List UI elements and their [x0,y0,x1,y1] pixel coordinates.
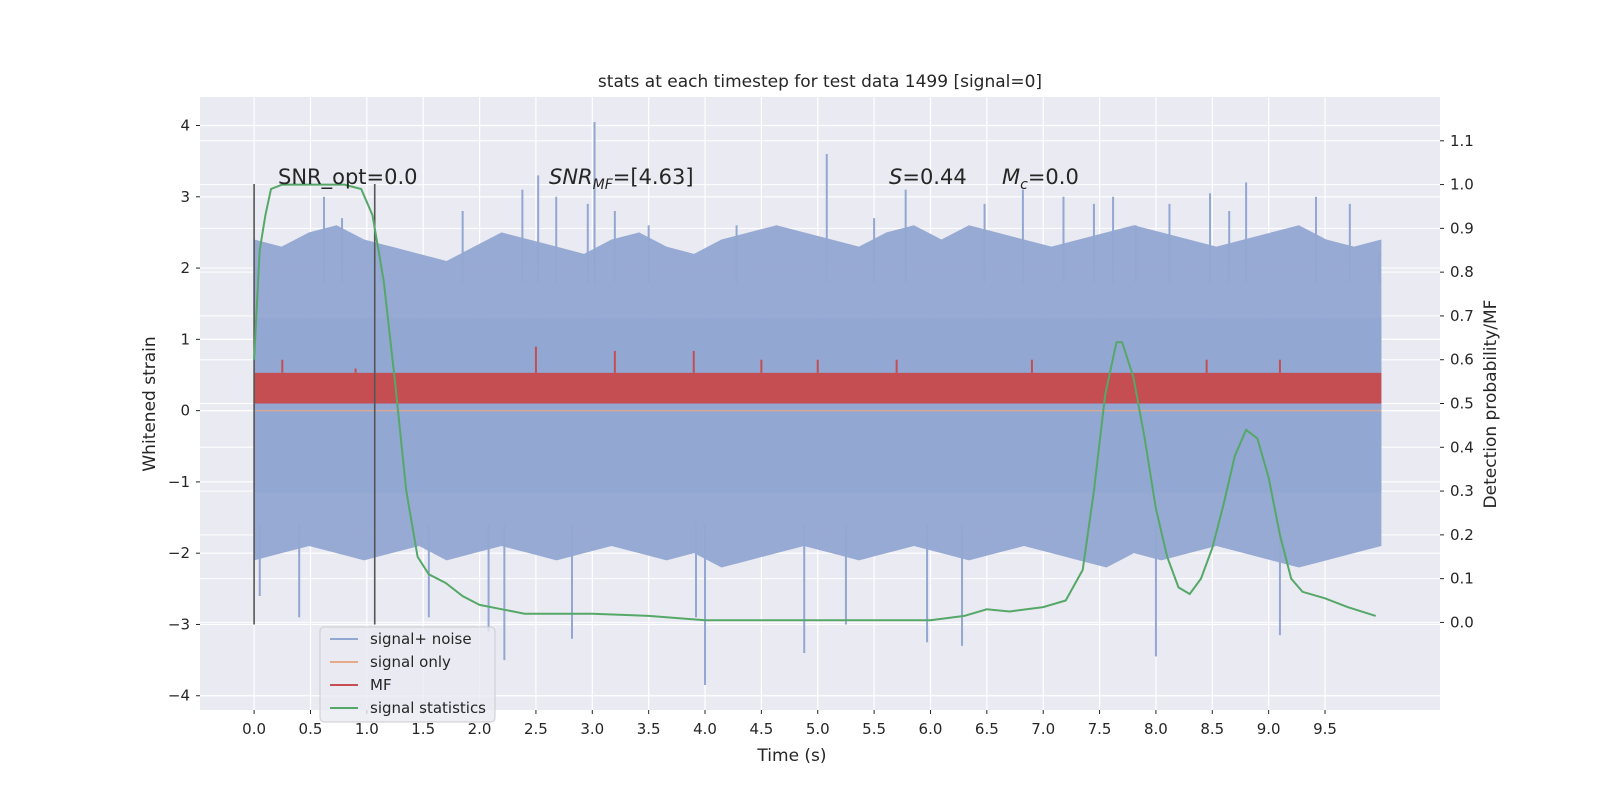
annotation-mc-value: =0.0 [1028,165,1079,189]
x-tick-label-11: 5.5 [862,720,886,738]
annotation-snr-mf-base: SNR [549,165,593,189]
y-tick-label-3: 1 [180,330,190,348]
y-axis-title: Whitened strain [140,336,160,471]
x-tick-label-6: 3.0 [580,720,604,738]
signal-noise-core [254,317,1382,493]
annotation-s-label: S [889,165,902,189]
y-tick-label-5: −1 [168,473,190,491]
annotation-mc-sub: c [1020,177,1028,193]
x-tick-label-16: 8.0 [1144,720,1168,738]
x-tick-label-3: 1.5 [411,720,435,738]
annotation-snr-mf: SNRMF=[4.63] [549,165,694,193]
chart-title: stats at each timestep for test data 149… [598,72,1042,92]
legend: signal+ noise signal only MF signal stat… [319,626,496,723]
mf-band [254,372,1382,404]
x-tick-label-5: 2.5 [524,720,548,738]
x-tick-label-9: 4.5 [749,720,773,738]
annotation-snr-opt: SNR_opt=0.0 [278,165,418,190]
x-tick-label-0: 0.0 [242,720,266,738]
y2-tick-label-2: 0.9 [1450,219,1474,237]
x-tick-label-12: 6.0 [919,720,943,738]
mf-series [254,346,1382,404]
y-tick-label-1: 3 [180,188,190,206]
y-tick-label-0: 4 [180,117,190,135]
x-tick-label-14: 7.0 [1031,720,1055,738]
y2-tick-label-4: 0.7 [1450,307,1474,325]
y-tick-label-6: −2 [168,544,190,562]
y2-tick-label-7: 0.4 [1450,438,1474,456]
x-tick-label-4: 2.0 [468,720,492,738]
y-tick-label-7: −3 [168,615,190,633]
y2-tick-label-3: 0.8 [1450,263,1474,281]
signal-statistics-series [253,183,1376,622]
x-tick-label-7: 3.5 [637,720,661,738]
annotation-snr-mf-sub: MF [593,177,614,193]
y2-tick-label-0: 1.1 [1450,132,1474,150]
y2-tick-label-5: 0.6 [1450,351,1474,369]
y-tick-label-4: 0 [180,402,190,420]
x-tick-label-19: 9.5 [1313,720,1337,738]
y2-tick-label-6: 0.5 [1450,395,1474,413]
annotation-mc-base: M [1002,165,1020,189]
y2-tick-label-1: 1.0 [1450,176,1474,194]
y2-tick-label-11: 0.0 [1450,613,1474,631]
y-tick-label-2: 2 [180,259,190,277]
x-tick-label-13: 6.5 [975,720,999,738]
annotation-s-value: =0.44 [902,165,966,189]
y-tick-label-8: −4 [168,687,190,705]
annotations: SNR_opt=0.0 SNRMF=[4.63] S=0.44 Mc=0.0 [278,165,1079,193]
y2-tick-label-9: 0.2 [1450,526,1474,544]
y2-tick-label-8: 0.3 [1450,482,1474,500]
y2-axis-title: Detection probability/MF [1481,300,1501,509]
x-tick-label-10: 5.0 [806,720,830,738]
legend-label-mf: MF [370,676,392,694]
x-tick-label-2: 1.0 [355,720,379,738]
x-tick-label-17: 8.5 [1200,720,1224,738]
legend-label-signal-only: signal only [370,653,451,671]
legend-box [319,626,496,723]
signal-statistics-line [253,183,1376,622]
annotation-mc: Mc=0.0 [1002,165,1079,193]
x-axis-title: Time (s) [756,746,826,766]
legend-label-signal-statistics: signal statistics [370,699,486,717]
x-tick-label-8: 4.0 [693,720,717,738]
x-tick-label-1: 0.5 [299,720,323,738]
annotation-s: S=0.44 [889,165,967,189]
x-tick-label-15: 7.5 [1088,720,1112,738]
tick-labels: 0.0 0.5 1.0 1.5 2.0 2.5 3.0 3.5 4.0 4.5 5.0 5.5 6.0 6… [168,117,1474,738]
signal-noise-series [254,121,1382,686]
x-tick-label-18: 9.0 [1257,720,1281,738]
window-markers [253,183,376,625]
legend-label-signal-noise: signal+ noise [370,630,472,648]
y2-tick-label-10: 0.1 [1450,570,1474,588]
annotation-snr-mf-value: =[4.63] [613,165,694,189]
